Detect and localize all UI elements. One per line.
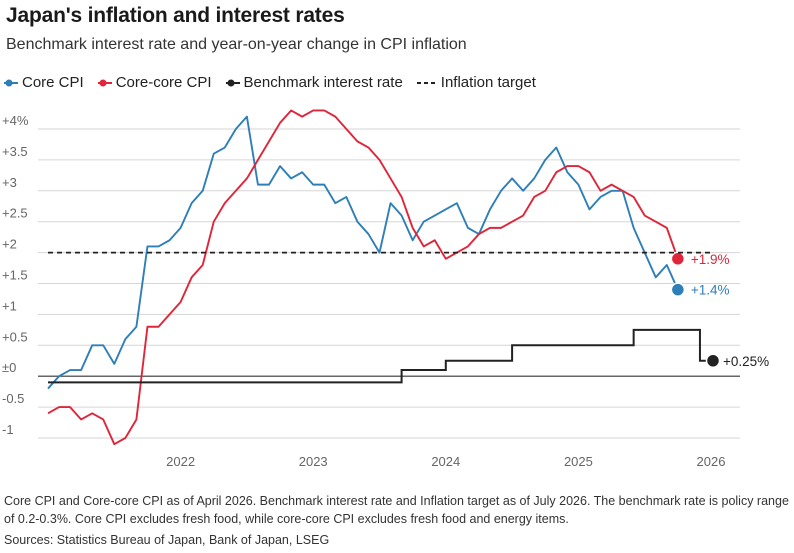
- y-tick-label: +1: [2, 298, 17, 313]
- legend-item-core-core-cpi: Core-core CPI: [98, 74, 212, 91]
- y-tick-label: +3: [2, 175, 17, 190]
- benchmark-interest-rate-end-dot: [707, 354, 720, 367]
- chart-subtitle: Benchmark interest rate and year-on-year…: [6, 36, 467, 54]
- core-cpi-end-label: +1.4%: [691, 283, 730, 298]
- y-tick-label: +3.5: [2, 144, 28, 159]
- x-tick-label: 2023: [299, 454, 328, 469]
- legend-benchmark-rate-marker: [226, 77, 240, 89]
- x-tick-label: 2026: [697, 454, 726, 469]
- benchmark-interest-rate-line: [48, 330, 711, 383]
- chart-plot: +4% +3.5 +3 +2.5 +2 +1.5 +1 +0.5 ±0 -0.5 -1 2022 202…: [0, 100, 794, 480]
- y-tick-label: +1.5: [2, 268, 28, 283]
- y-tick-label: +2: [2, 237, 17, 252]
- x-tick-label: 2025: [564, 454, 593, 469]
- y-tick-label: ±0: [2, 360, 16, 375]
- legend-item-benchmark-rate: Benchmark interest rate: [226, 74, 403, 91]
- legend-label-core-core-cpi: Core-core CPI: [116, 74, 212, 91]
- legend-core-core-cpi-marker: [98, 77, 112, 89]
- x-tick-label: 2024: [431, 454, 460, 469]
- legend-label-core-cpi: Core CPI: [22, 74, 84, 91]
- y-tick-label: -0.5: [2, 391, 24, 406]
- y-tick-label: -1: [2, 422, 14, 437]
- benchmark-interest-rate-end-label: +0.25%: [723, 354, 769, 369]
- y-tick-label: +2.5: [2, 206, 28, 221]
- legend-core-cpi-marker: [4, 77, 18, 89]
- chart-title: Japan's inflation and interest rates: [6, 4, 345, 28]
- x-tick-label: 2022: [166, 454, 195, 469]
- footnote: Core CPI and Core-core CPI as of April 2…: [4, 492, 792, 528]
- legend-item-inflation-target: Inflation target: [417, 74, 536, 91]
- legend-item-core-cpi: Core CPI: [4, 74, 84, 91]
- core-cpi-end-dot: [671, 283, 684, 296]
- core-core-cpi-end-label: +1.9%: [691, 252, 730, 267]
- core-core-cpi-end-dot: [671, 252, 684, 265]
- y-tick-label: +4%: [2, 113, 29, 128]
- legend-inflation-target-marker: [417, 77, 437, 89]
- y-tick-label: +0.5: [2, 329, 28, 344]
- legend-label-benchmark-rate: Benchmark interest rate: [244, 74, 403, 91]
- sources: Sources: Statistics Bureau of Japan, Ban…: [4, 533, 329, 547]
- legend: Core CPI Core-core CPI Benchmark interes…: [4, 74, 550, 91]
- legend-label-inflation-target: Inflation target: [441, 74, 536, 91]
